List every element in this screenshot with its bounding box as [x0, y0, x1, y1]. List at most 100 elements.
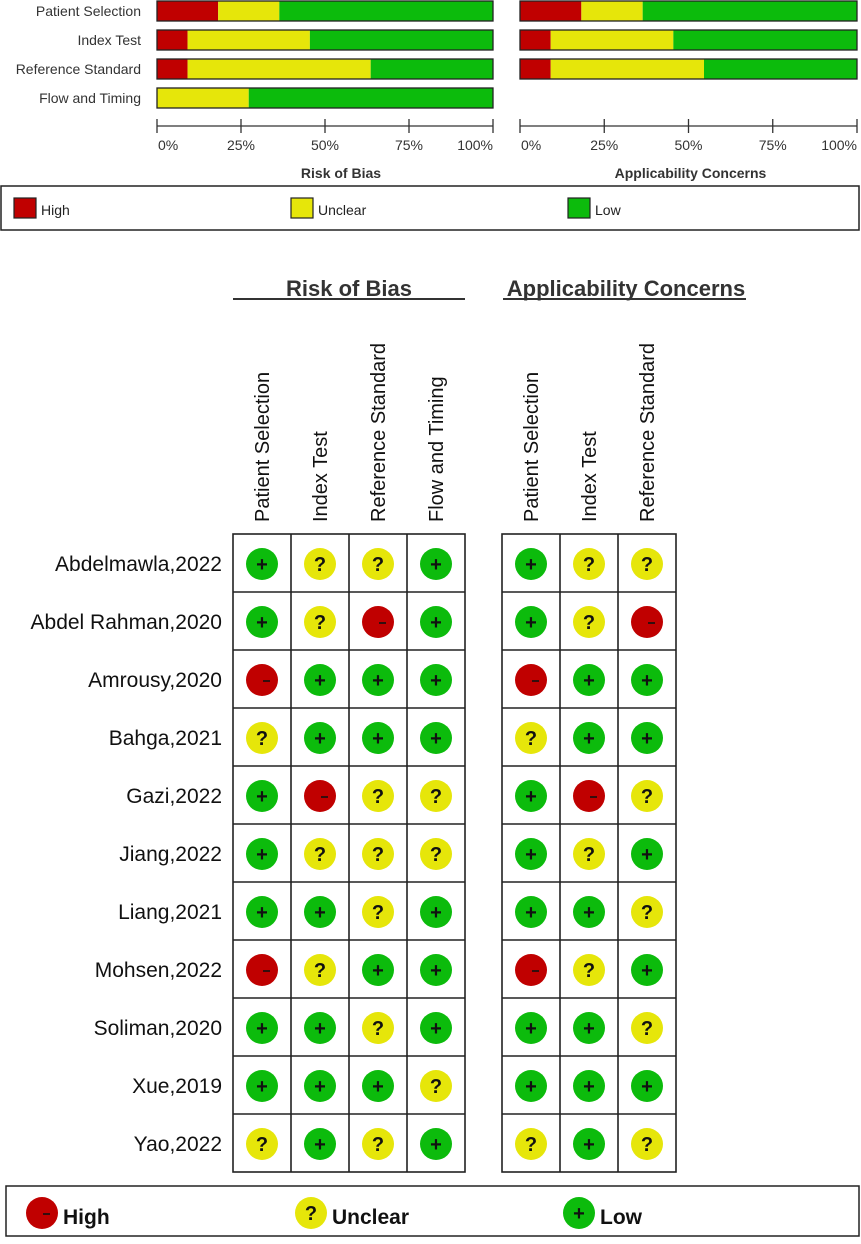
svg-text:+: +: [573, 1203, 585, 1225]
study-label: Mohsen,2022: [95, 959, 222, 982]
x-axis-title: Risk of Bias: [301, 165, 381, 181]
svg-text:?: ?: [372, 786, 384, 808]
bar-segment-index-test-low: [673, 30, 857, 50]
judgement-low-icon: +: [631, 722, 663, 754]
bar-segment-patient-selection-unclear: [581, 1, 643, 21]
judgement-low-icon: +: [573, 896, 605, 928]
unclear-symbol: ?: [295, 1197, 327, 1229]
legend-unclear-icon: ?: [295, 1197, 327, 1229]
judgement-low-icon: +: [246, 780, 278, 812]
judgement-low-icon: +: [362, 954, 394, 986]
svg-text:+: +: [314, 902, 326, 924]
judgement-unclear-icon: ?: [362, 896, 394, 928]
svg-text:?: ?: [525, 728, 537, 750]
svg-text:+: +: [430, 1134, 442, 1156]
svg-text:+: +: [641, 844, 653, 866]
section-title-risk-of-bias: Risk of Bias: [286, 276, 412, 301]
legend-high-text: High: [63, 1206, 110, 1229]
svg-text:?: ?: [641, 1134, 653, 1156]
judgement-unclear-icon: ?: [573, 838, 605, 870]
judgement-low-icon: +: [573, 1070, 605, 1102]
judgement-low-icon: +: [573, 1012, 605, 1044]
judgement-unclear-icon: ?: [573, 606, 605, 638]
column-header-reference-standard: Reference Standard: [368, 343, 390, 522]
column-header-index-test: Index Test: [310, 431, 332, 522]
section-header-risk-of-bias: Risk of Bias: [233, 276, 465, 301]
svg-text:+: +: [525, 902, 537, 924]
bar-chart-applicability-concerns: 0% 25% 50% 75% 100% Applicability Concerns: [519, 0, 858, 181]
x-tick-label: 0%: [521, 137, 541, 153]
bar-segment-patient-selection-unclear: [218, 1, 280, 21]
bar-segment-reference-standard-high: [520, 59, 551, 79]
svg-text:?: ?: [583, 844, 595, 866]
x-tick-label: 100%: [821, 137, 857, 153]
judgement-low-icon: +: [515, 838, 547, 870]
x-tick-label: 50%: [674, 137, 702, 153]
svg-text:+: +: [314, 670, 326, 692]
judgement-low-icon: +: [304, 664, 336, 696]
judgement-low-icon: +: [573, 664, 605, 696]
study-labels: Abdelmawla,2022 Abdel Rahman,2020 Amrousy,…: [31, 553, 222, 1156]
svg-text:+: +: [372, 728, 384, 750]
study-label: Yao,2022: [134, 1133, 222, 1156]
grid-risk-of-bias: +?? + +? + + + +? + + + +? ? +?? ? + +? +? + + + +? + + + +?? +? +: [232, 533, 466, 1173]
judgement-low-icon: +: [420, 606, 452, 638]
column-header-patient-selection: Patient Selection: [252, 372, 274, 522]
svg-text:?: ?: [641, 786, 653, 808]
svg-text:+: +: [583, 1134, 595, 1156]
bar-segment-patient-selection-high: [157, 1, 219, 21]
top-legend: High Unclear Low: [0, 185, 860, 231]
judgement-low-icon: +: [515, 606, 547, 638]
svg-text:?: ?: [430, 844, 442, 866]
study-label: Gazi,2022: [126, 785, 222, 808]
svg-text:?: ?: [372, 1018, 384, 1040]
bar-outline-patient-selection: [519, 0, 858, 22]
judgement-unclear-icon: ?: [515, 722, 547, 754]
judgement-unclear-icon: ?: [631, 1128, 663, 1160]
svg-text:+: +: [430, 612, 442, 634]
judgement-low-icon: +: [246, 548, 278, 580]
bar-category-label-patient-selection: Patient Selection: [36, 3, 141, 19]
bar-segment-index-test-high: [157, 30, 188, 50]
judgement-unclear-icon: ?: [362, 1012, 394, 1044]
svg-text:?: ?: [430, 1076, 442, 1098]
bar-segment-index-test-low: [309, 30, 493, 50]
svg-text:+: +: [525, 1076, 537, 1098]
study-label: Abdel Rahman,2020: [31, 611, 222, 634]
judgement-low-icon: +: [515, 896, 547, 928]
svg-text:+: +: [583, 728, 595, 750]
svg-text:+: +: [256, 1018, 268, 1040]
judgement-low-icon: +: [304, 1012, 336, 1044]
bar-segment-reference-standard-unclear: [187, 59, 371, 79]
judgement-low-icon: +: [515, 1012, 547, 1044]
judgement-high-icon: [246, 664, 278, 696]
svg-text:+: +: [372, 960, 384, 982]
judgement-low-icon: +: [246, 838, 278, 870]
judgement-low-icon: +: [515, 548, 547, 580]
judgement-high-icon: [631, 606, 663, 638]
svg-text:+: +: [525, 612, 537, 634]
svg-text:+: +: [256, 844, 268, 866]
column-headers: Patient Selection Index Test Reference Sta…: [252, 343, 659, 522]
svg-text:?: ?: [641, 1018, 653, 1040]
svg-text:+: +: [372, 1076, 384, 1098]
svg-text:?: ?: [314, 844, 326, 866]
svg-text:+: +: [641, 960, 653, 982]
judgement-unclear-icon: ?: [631, 548, 663, 580]
judgement-unclear-icon: ?: [573, 954, 605, 986]
bar-outline-patient-selection: [156, 0, 494, 22]
section-title-applicability-concerns: Applicability Concerns: [507, 276, 745, 301]
judgement-high-icon: [573, 780, 605, 812]
svg-text:+: +: [430, 902, 442, 924]
judgement-low-icon: +: [631, 664, 663, 696]
judgement-unclear-icon: ?: [362, 780, 394, 812]
bar-outline-index-test: [519, 29, 858, 51]
svg-text:+: +: [430, 728, 442, 750]
legend-high-icon: [26, 1197, 58, 1229]
judgement-unclear-icon: ?: [420, 1070, 452, 1102]
judgement-unclear-icon: ?: [362, 1128, 394, 1160]
judgement-low-icon: +: [246, 896, 278, 928]
svg-text:?: ?: [641, 902, 653, 924]
svg-text:?: ?: [641, 554, 653, 576]
judgement-high-icon: [362, 606, 394, 638]
